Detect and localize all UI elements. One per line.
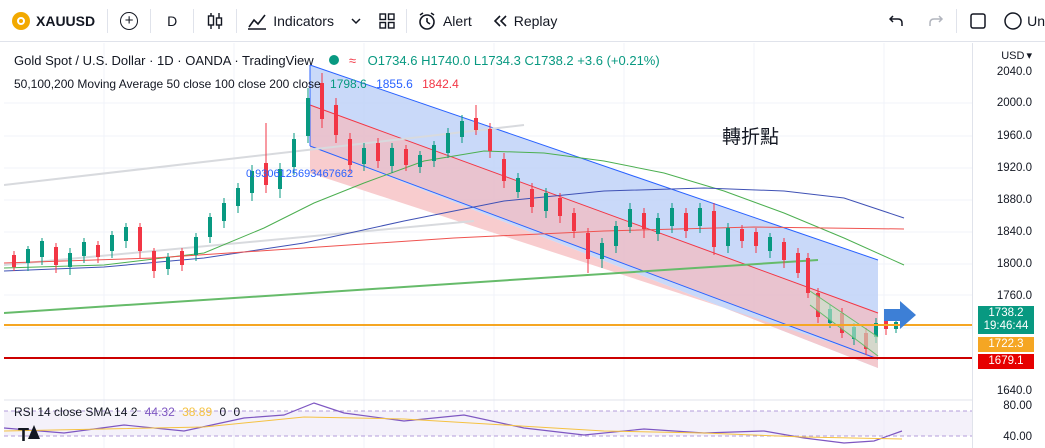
gold-logo-icon [12,11,30,30]
layout-button[interactable] [368,0,406,42]
alert-label: Alert [442,12,472,29]
legend-ma[interactable]: 50,100,200 Moving Average 50 close 100 c… [14,77,459,91]
rsi-line [4,402,903,444]
chevron-down-icon [351,17,361,24]
grid-layout-icon [379,12,395,29]
axis-tick: 2040.0 [996,66,1032,78]
rsi-band [4,411,972,436]
replay-button[interactable]: Replay [482,0,568,42]
current-price: 1738.2 [988,307,1024,319]
currency-label: USD [1001,50,1025,62]
bar-countdown: 19:46:44 [983,320,1029,332]
toolbar-divider [193,8,195,33]
axis-tick: 1920.0 [996,162,1032,174]
indicators-label: Indicators [273,12,334,29]
unnamed-layout-button[interactable]: Un [999,0,1045,42]
gridlines [4,43,972,448]
indicators-icon [248,14,267,30]
ma200-value: 1842.4 [422,77,459,91]
toolbar-divider [956,8,958,33]
rsi-axis[interactable]: 80.00 40.00 [972,398,1045,448]
ma50-value: 1798.6 [330,77,367,91]
plus-circle-icon: + [120,11,139,30]
rsi-axis-tick: 40.00 [1003,431,1032,443]
replay-label: Replay [513,12,558,29]
toolbar-divider [150,8,152,33]
redo-icon [929,14,944,26]
channel-lower-fill [310,105,878,359]
candles-icon [208,12,223,29]
tradingview-logo: T [18,425,29,445]
ohlc-close: C1738.2 [524,53,574,68]
rsi-extra-value: 0 [233,405,241,419]
compare-button[interactable]: + [108,0,150,42]
chart-title[interactable]: Gold Spot / U.S. Dollar · 1D · OANDA · T… [14,53,314,68]
support-1-tag: 1722.3 [978,337,1034,352]
axis-tick: 1960.0 [996,130,1032,142]
top-toolbar: XAUUSD + D Indicators [0,0,1045,42]
indicators-button[interactable]: Indicators [237,0,344,42]
ma100-value: 1855.6 [376,77,413,91]
trendline-gray-2 [4,220,475,266]
redo-button[interactable] [916,0,956,42]
rsi-value: 44.32 [144,405,175,419]
undo-button[interactable] [876,0,916,42]
arrow-marker-icon[interactable] [884,301,916,329]
trendline-gray-1 [4,124,525,186]
ohlc-high: H1740.0 [421,53,471,68]
fullscreen-button[interactable] [957,0,999,42]
cloud-icon [1004,11,1022,30]
ma50-line [4,150,905,269]
rsi-sma-value: 38.89 [182,405,213,419]
rsi-legend[interactable]: RSI 14 close SMA 14 2 44.32 38.89 0 0 [14,405,240,419]
alarm-clock-icon [419,11,435,30]
axis-tick: 1880.0 [996,194,1032,206]
rsi-title: RSI 14 close SMA 14 2 [14,405,138,419]
toolbar-divider [107,8,109,33]
symbol-search[interactable]: XAUUSD [0,0,95,42]
axis-tick: 1640.0 [996,385,1032,397]
support-2-tag: 1679.1 [978,354,1034,369]
ohlc-change: +3.6 (+0.21%) [577,53,660,68]
wedge-pattern [810,291,878,356]
axis-tick: 1760.0 [996,290,1032,302]
undo-icon [889,14,903,26]
channel-bottom-line [309,145,879,360]
channel-mid-fill [310,146,878,368]
alert-button[interactable]: Alert [407,0,482,42]
symbol-name: XAUUSD [36,12,96,29]
legend-main: Gold Spot / U.S. Dollar · 1D · OANDA · T… [14,53,660,68]
square-icon [970,12,986,29]
axis-tick: 1840.0 [996,226,1032,238]
rewind-icon [493,14,507,27]
currency-selector[interactable]: USD ▾ [1001,50,1032,62]
axis-tick: 2000.0 [996,97,1032,109]
toolbar-divider [236,8,238,33]
chart-type-button[interactable] [194,0,236,42]
fib-label: 0.9306125693467662 [246,168,354,180]
wave-icon[interactable]: ≈ [348,53,356,68]
ma100-line [4,187,905,272]
interval-label: D [167,12,178,29]
market-status-icon[interactable] [329,55,340,65]
ma-label: 50,100,200 Moving Average 50 close 100 c… [14,77,321,91]
interval-button[interactable]: D [151,0,193,42]
layout-name-label: Un [1027,12,1045,29]
ohlc-open: O1734.6 [367,53,418,68]
axis-tick: 1800.0 [996,258,1032,270]
toolbar-divider [405,8,407,33]
annotation-text[interactable]: 轉折點 [722,126,780,148]
trendline-green [4,259,819,314]
current-price-tag: 1738.2 19:46:44 [978,306,1034,334]
rsi-axis-tick: 80.00 [1003,400,1032,412]
ohlc-low: L1734.3 [473,53,521,68]
rsi-sma-line [4,416,903,440]
templates-button[interactable] [344,0,368,42]
tradingview-logo [28,425,40,439]
price-chart[interactable]: T [4,43,1045,448]
rsi-extra-value: 0 [219,405,227,419]
